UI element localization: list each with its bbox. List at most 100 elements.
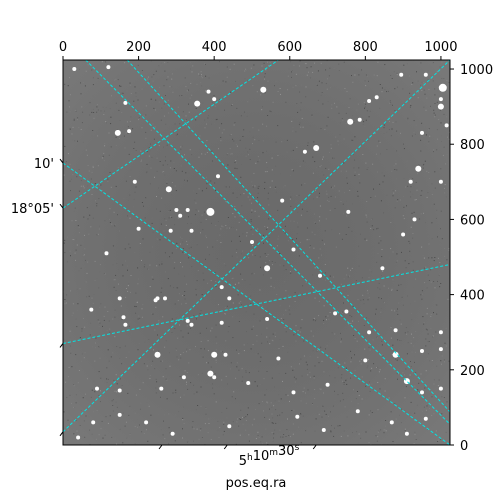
noise-speck <box>147 440 149 442</box>
noise-speck <box>406 353 408 355</box>
star-point <box>168 228 173 233</box>
noise-speck <box>98 346 100 347</box>
noise-speck <box>369 390 371 392</box>
noise-speck <box>319 253 321 254</box>
noise-speck <box>429 408 430 409</box>
noise-speck <box>197 405 199 406</box>
noise-speck <box>68 98 70 100</box>
noise-speck <box>448 248 450 249</box>
noise-speck <box>418 322 419 324</box>
star-point <box>260 86 267 93</box>
noise-speck <box>196 243 198 245</box>
noise-speck <box>245 155 247 157</box>
noise-speck <box>198 210 200 212</box>
noise-speck <box>75 110 77 112</box>
noise-speck <box>101 157 103 159</box>
noise-speck <box>96 104 98 106</box>
noise-speck <box>359 360 361 362</box>
noise-speck <box>300 413 302 415</box>
noise-speck <box>146 402 148 403</box>
noise-speck <box>399 414 400 416</box>
noise-speck <box>186 348 188 350</box>
noise-speck <box>92 217 94 219</box>
noise-speck <box>241 278 243 280</box>
noise-speck <box>345 112 347 114</box>
noise-speck <box>107 311 109 312</box>
noise-speck <box>285 331 287 333</box>
noise-speck <box>223 95 225 97</box>
noise-speck <box>196 428 198 430</box>
noise-speck <box>256 340 258 342</box>
noise-speck <box>247 101 249 103</box>
noise-speck <box>374 195 376 197</box>
noise-speck <box>186 135 188 137</box>
noise-speck <box>143 205 144 207</box>
noise-speck <box>282 436 284 438</box>
noise-speck <box>394 310 395 312</box>
noise-speck <box>236 349 237 351</box>
noise-speck <box>65 161 67 163</box>
noise-speck <box>378 371 380 373</box>
noise-speck <box>378 140 380 142</box>
noise-speck <box>82 432 84 434</box>
noise-speck <box>327 116 329 118</box>
noise-speck <box>318 362 320 364</box>
noise-speck <box>96 438 97 440</box>
noise-speck <box>218 148 219 150</box>
noise-speck <box>176 354 178 355</box>
noise-speck <box>126 288 127 289</box>
noise-speck <box>220 228 222 230</box>
noise-speck <box>126 272 128 273</box>
noise-speck <box>280 436 282 438</box>
noise-speck <box>73 410 75 412</box>
noise-speck <box>99 271 101 273</box>
noise-speck <box>150 143 151 145</box>
noise-speck <box>441 396 443 398</box>
noise-speck <box>113 211 115 213</box>
noise-speck <box>184 419 186 421</box>
noise-speck <box>235 377 237 379</box>
noise-speck <box>378 430 380 432</box>
noise-speck <box>71 315 73 316</box>
noise-speck <box>388 129 390 131</box>
noise-speck <box>318 166 320 168</box>
noise-speck <box>403 206 405 208</box>
star-point <box>154 351 161 358</box>
noise-speck <box>160 119 162 121</box>
noise-speck <box>411 319 413 321</box>
noise-speck <box>362 211 364 213</box>
noise-speck <box>230 153 232 155</box>
noise-speck <box>377 61 379 63</box>
dec-tick <box>59 203 64 209</box>
noise-speck <box>141 202 143 203</box>
noise-speck <box>225 81 227 83</box>
noise-speck <box>262 274 264 276</box>
noise-speck <box>76 288 78 290</box>
noise-speck <box>420 62 422 64</box>
noise-speck <box>171 332 173 333</box>
noise-speck <box>332 187 334 189</box>
noise-speck <box>445 345 447 347</box>
noise-speck <box>426 411 428 413</box>
noise-speck <box>72 303 74 305</box>
noise-speck <box>382 270 384 272</box>
noise-speck <box>128 283 130 285</box>
noise-speck <box>138 320 140 322</box>
noise-speck <box>340 201 342 202</box>
noise-speck <box>314 221 316 223</box>
noise-speck <box>428 395 430 397</box>
noise-speck <box>448 78 450 80</box>
noise-speck <box>222 306 224 308</box>
noise-speck <box>326 199 328 201</box>
noise-speck <box>165 219 167 221</box>
noise-speck <box>330 147 332 149</box>
noise-speck <box>204 119 206 121</box>
noise-speck <box>150 167 152 169</box>
noise-speck <box>85 206 87 208</box>
star-point <box>295 414 300 419</box>
noise-speck <box>88 170 90 172</box>
grid-line-ra-c <box>63 264 450 344</box>
noise-speck <box>186 351 187 353</box>
noise-speck <box>241 380 243 382</box>
noise-speck <box>73 406 75 408</box>
